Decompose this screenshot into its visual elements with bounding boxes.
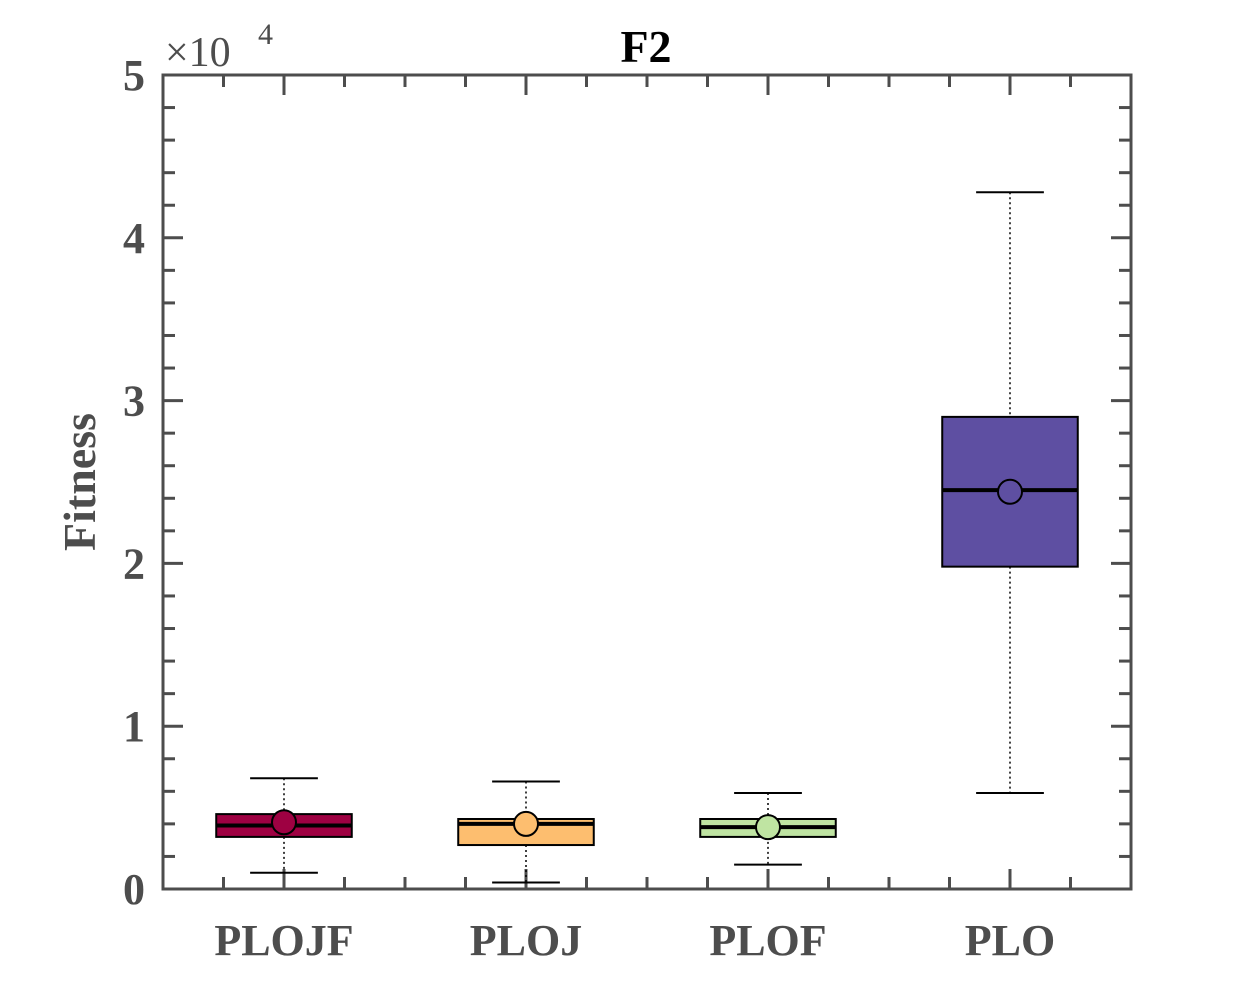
y-tick-label: 1 (123, 702, 145, 751)
y-tick-label: 0 (123, 865, 145, 914)
chart-title: F2 (620, 21, 671, 72)
plot-area: 0 1 2 3 4 5 PLOJF PLOJ PLOF PLO (123, 51, 1133, 965)
mean-marker (513, 810, 539, 837)
y-axis-exponent: ×10 4 (165, 18, 273, 76)
x-tick-label: PLOJF (214, 916, 353, 965)
y-tick-label: 2 (123, 539, 145, 588)
y-axis-label: Fitness (54, 413, 105, 551)
y-axis-exponent-power: 4 (258, 18, 273, 51)
mean-marker (997, 478, 1023, 505)
y-tick-label: 5 (123, 51, 145, 100)
y-tick-label: 3 (123, 377, 145, 426)
y-axis-exponent-base: ×10 (165, 30, 231, 76)
x-tick-label: PLOJ (470, 916, 582, 965)
mean-marker (755, 814, 781, 841)
x-tick-label: PLO (965, 916, 1055, 965)
y-tick-label: 4 (123, 214, 145, 263)
mean-marker (271, 809, 297, 836)
x-tick-label: PLOF (709, 916, 826, 965)
